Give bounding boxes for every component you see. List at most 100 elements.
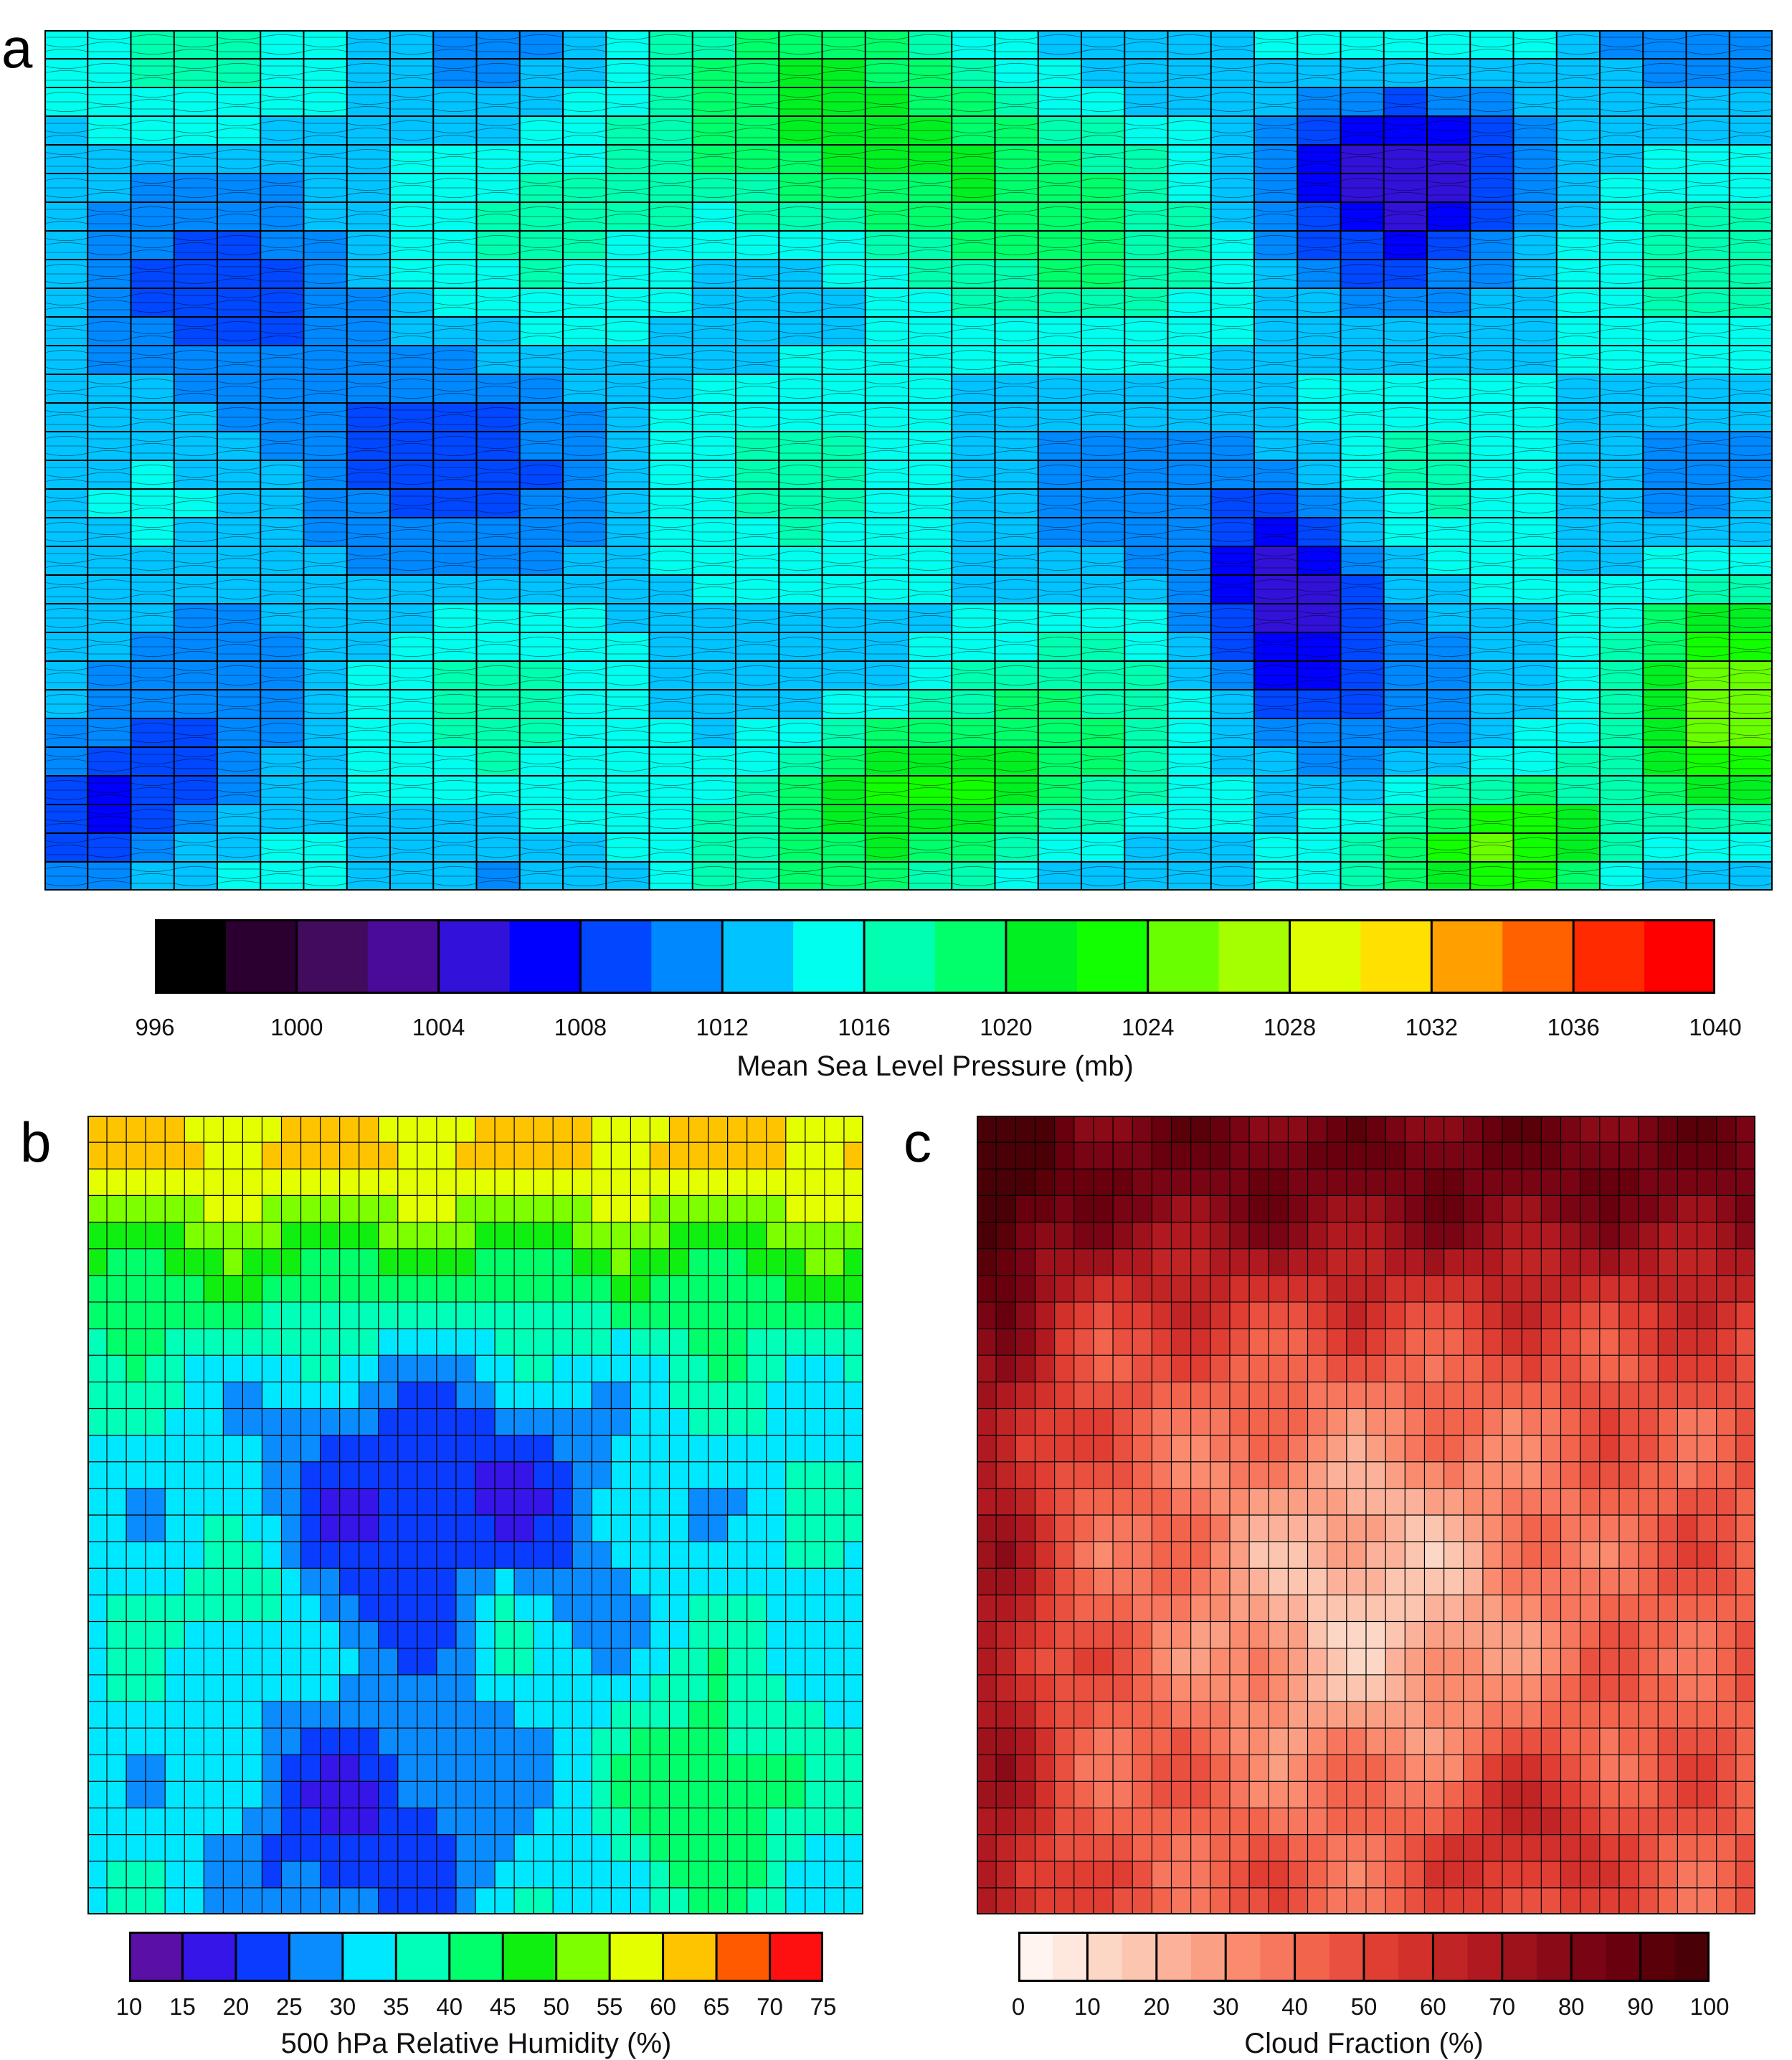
heatmap-cell — [475, 1408, 496, 1436]
heatmap-cell — [1190, 1887, 1211, 1914]
contour-line — [1167, 696, 1211, 712]
contour-line — [346, 94, 391, 110]
heatmap-cell — [300, 1275, 321, 1303]
contour-line — [1470, 608, 1514, 628]
colorbar-swatch — [935, 919, 1007, 994]
heatmap-cell — [1482, 1728, 1503, 1755]
contour-line — [1556, 34, 1601, 54]
heatmap-cell — [1383, 718, 1428, 748]
heatmap-cell — [184, 1169, 204, 1196]
contour-line — [1081, 381, 1125, 397]
heatmap-cell — [1210, 1648, 1231, 1676]
heatmap-cell — [320, 1461, 341, 1489]
heatmap-cell — [1541, 1301, 1561, 1329]
heatmap-cell — [592, 1808, 612, 1836]
contour-line — [1686, 352, 1730, 368]
heatmap-cell — [1556, 604, 1601, 633]
heatmap-cell — [455, 1355, 476, 1382]
heatmap-cell — [1297, 833, 1341, 863]
heatmap-cell — [519, 145, 564, 174]
heatmap-cell — [107, 1515, 127, 1542]
contour-line — [519, 465, 564, 485]
heatmap-cell — [1366, 1248, 1386, 1276]
mslp-map-grid — [44, 30, 1773, 891]
heatmap-cell — [692, 747, 736, 777]
heatmap-cell — [909, 403, 952, 432]
contour-line — [131, 293, 174, 313]
heatmap-cell — [1599, 1329, 1620, 1356]
heatmap-cell — [1346, 1435, 1367, 1463]
heatmap-cell — [281, 1275, 302, 1303]
heatmap-cell — [476, 346, 521, 375]
heatmap-cell — [1038, 776, 1082, 805]
contour-line — [735, 725, 779, 741]
contour-line — [952, 264, 995, 284]
heatmap-cell — [1729, 575, 1773, 604]
heatmap-cell — [1307, 1887, 1328, 1914]
heatmap-cell — [1463, 1116, 1484, 1143]
heatmap-cell — [650, 1595, 670, 1623]
heatmap-cell — [736, 346, 779, 375]
heatmap-cell — [592, 1674, 612, 1702]
heatmap-cell — [1346, 1621, 1367, 1649]
heatmap-cell — [824, 1301, 845, 1329]
heatmap-cell — [611, 1808, 631, 1836]
contour-line — [649, 840, 693, 855]
heatmap-cell — [824, 1861, 845, 1889]
contour-line — [174, 350, 218, 370]
heatmap-cell — [165, 1275, 185, 1303]
heatmap-cell — [1054, 1728, 1075, 1755]
heatmap-cell — [1385, 1461, 1405, 1489]
heatmap-cell — [843, 1382, 863, 1409]
contour-line — [217, 725, 261, 741]
contour-line — [1167, 840, 1211, 855]
heatmap-cell — [843, 1861, 863, 1889]
heatmap-cell — [436, 1568, 457, 1595]
contour-line — [260, 94, 304, 110]
contour-line — [606, 180, 650, 196]
contour-line — [174, 436, 218, 456]
heatmap-cell — [1643, 116, 1687, 146]
heatmap-cell — [1677, 1116, 1698, 1143]
contour-line — [131, 868, 174, 884]
heatmap-cell — [1288, 1701, 1309, 1729]
heatmap-cell — [131, 87, 175, 117]
contour-line — [1643, 751, 1687, 772]
heatmap-cell — [1015, 1701, 1035, 1729]
contour-line — [1340, 350, 1384, 370]
contour-line — [779, 809, 822, 829]
contour-line — [606, 751, 650, 772]
contour-line — [1643, 696, 1687, 712]
heatmap-cell — [131, 661, 175, 690]
contour-line — [779, 495, 822, 511]
contour-line — [389, 495, 434, 511]
heatmap-cell — [378, 1674, 399, 1702]
contour-line — [476, 438, 520, 454]
heatmap-cell — [1541, 1542, 1561, 1569]
heatmap-cell — [1015, 1142, 1035, 1169]
colorbar-swatch — [1467, 1932, 1503, 1982]
heatmap-cell — [87, 1755, 108, 1782]
heatmap-cell — [514, 1542, 534, 1569]
heatmap-cell — [1658, 1222, 1678, 1250]
heatmap-cell — [865, 518, 909, 547]
contour-line — [433, 151, 477, 167]
heatmap-cell — [1502, 1808, 1522, 1836]
contour-line — [389, 207, 434, 227]
contour-line — [1297, 94, 1341, 110]
heatmap-cell — [1340, 632, 1385, 662]
heatmap-cell — [1735, 1382, 1755, 1409]
heatmap-cell — [514, 1355, 534, 1382]
heatmap-cell — [1560, 1861, 1581, 1889]
heatmap-cell — [824, 1515, 845, 1542]
heatmap-cell — [417, 1781, 437, 1808]
heatmap-cell — [126, 1116, 146, 1143]
contour-line — [779, 524, 822, 540]
heatmap-cell — [1167, 776, 1212, 805]
heatmap-cell — [174, 460, 218, 490]
heatmap-cell — [650, 1674, 670, 1702]
heatmap-cell — [1073, 1701, 1094, 1729]
heatmap-cell — [346, 804, 391, 834]
colorbar-swatch — [1218, 919, 1291, 994]
heatmap-cell — [1152, 1355, 1172, 1382]
